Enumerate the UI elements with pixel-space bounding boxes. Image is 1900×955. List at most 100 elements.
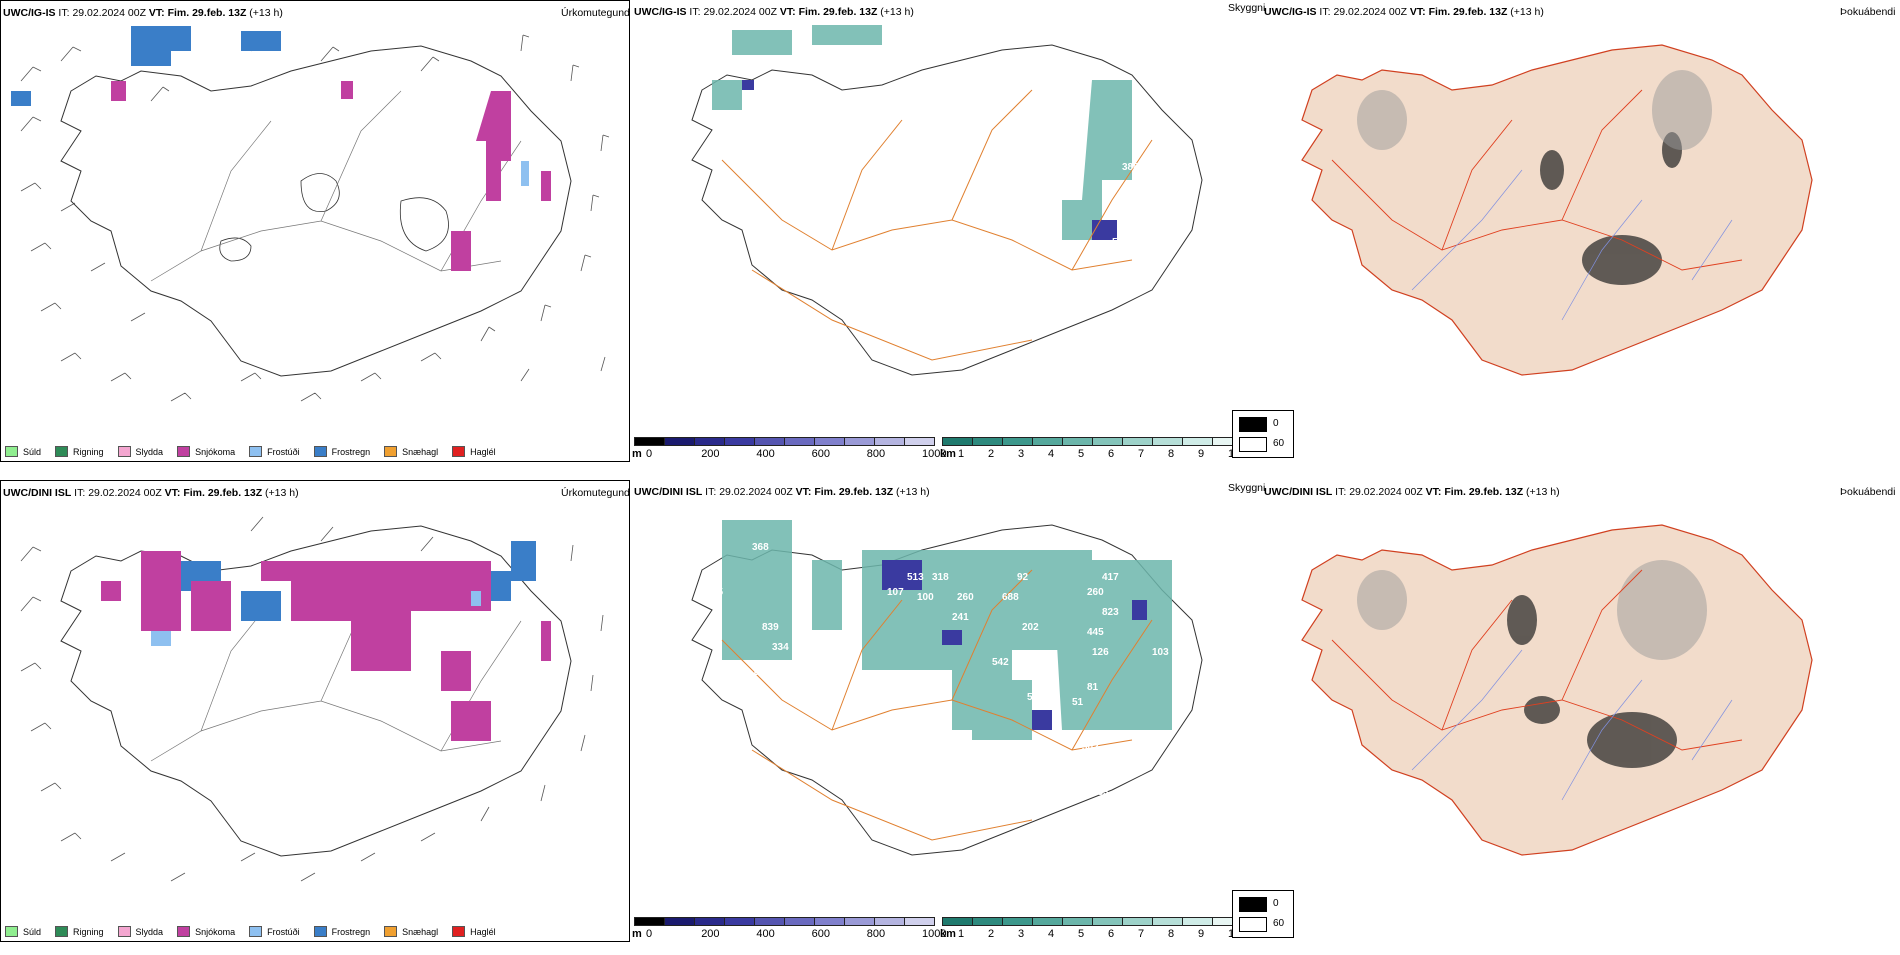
colorbar-segment [1182,437,1213,446]
colorbar-tick: 600 [811,448,830,460]
lead-time: (+13 h) [1526,486,1560,498]
visibility-value-label: 823 [1102,607,1119,618]
lead-time: (+13 h) [265,487,299,499]
colorbar-tick: 2 [988,928,995,940]
fog-legend-swatch [1239,417,1267,432]
visibility-value-label: 513 [907,572,924,583]
precip-legend: Súld Rigning Slydda Snjókoma Frostúði Frostre… [5,446,496,457]
visibility-value-label: 445 [1087,627,1104,638]
legend-swatch [249,926,263,937]
colorbar-tick: 5 [1078,928,1085,940]
it-value: 29.02.2024 00Z [1349,486,1423,498]
legend-item: Snæhagl [384,926,438,937]
legend-item: Slydda [117,446,163,457]
road-network [1331,569,1743,751]
vt-value: Fim. 29.feb. 13Z [167,7,247,19]
colorbar-tick: 400 [756,448,775,460]
colorbar-tick: 6 [1108,928,1115,940]
colorbar-segment [1032,917,1063,926]
colorbar-segment [942,437,973,446]
colorbar-tick: 1 [958,928,965,940]
panel-header: UWC/IG-IS IT: 29.02.2024 00Z VT: Fim. 29… [1264,6,1544,18]
legend-label: Snjókoma [195,446,236,457]
legend-item: Snjókoma [177,446,235,457]
visibility-labels: 388 33 50 17 [1112,162,1184,268]
colorbar-tick: 5 [1078,448,1085,460]
colorbar-tick: 4 [1048,448,1055,460]
colorbar-tick: 200 [701,448,720,460]
colorbar-tick: 6 [1108,448,1115,460]
visibility-value-label: 126 [1092,647,1109,658]
panel-header: UWC/DINI ISL IT: 29.02.2024 00Z VT: Fim.… [1264,486,1560,498]
visibility-value-label: 57 [1027,692,1039,703]
visibility-value-label: 139 [827,637,844,648]
it-label: IT: [689,6,701,18]
legend-swatch [313,446,327,457]
colorbar-segment [1152,437,1183,446]
colorbar-tick: 8 [1168,448,1175,460]
visibility-value-label: 241 [952,612,969,623]
iceland-outline [60,45,572,377]
colorbar-segment [694,437,725,446]
legend-item: Frostúði [249,446,300,457]
precip-type-panel: UWC/DINI ISL IT: 29.02.2024 00Z VT: Fim.… [0,480,630,942]
colorbar-tick: 600 [811,928,830,940]
colorbar-segment [754,917,785,926]
legend-swatch [249,446,263,457]
low-visibility-areas [712,25,1132,240]
colorbar-segment [634,437,665,446]
panel-title: Þokuábendi [1840,486,1896,498]
colorbar-segment [784,437,815,446]
vt-value: Fim. 29.feb. 13Z [1444,486,1524,498]
fog-legend-label: 60 [1273,438,1285,449]
colorbar-tick: 200 [701,928,720,940]
colorbar-segment [904,917,935,926]
fog-legend-swatch [1239,437,1267,452]
precip-areas [11,26,551,271]
legend-swatch [5,446,18,457]
legend-item: Snjókoma [177,926,235,937]
legend-label: Haglél [470,446,496,457]
colorbar-tick: 9 [1198,448,1205,460]
colorbar-segment [664,917,695,926]
legend-label: Frostúði [267,446,300,457]
visibility-value-label: 29 [1132,767,1144,778]
precip-areas [101,541,551,741]
visibility-value-label: 17 [1132,257,1144,268]
colorbar-segment [844,437,875,446]
it-label: IT: [1335,486,1347,498]
colorbar-tick: 400 [756,928,775,940]
colorbar-tick: 4 [1048,928,1055,940]
visibility-value-label: 26 [797,647,809,658]
wind-barbs [20,516,604,882]
lead-time: (+13 h) [880,6,914,18]
it-value: 29.02.2024 00Z [703,6,777,18]
legend-item: Haglél [452,446,496,457]
legend-item: Snæhagl [384,446,438,457]
panel-header: UWC/IG-IS IT: 29.02.2024 00Z VT: Fim. 29… [3,7,283,19]
visibility-value-label: 368 [752,542,769,553]
rivers [1411,649,1733,801]
fog-haze [1357,70,1712,150]
visibility-value-label: 33 [1172,187,1184,198]
fog-panel: UWC/IG-IS IT: 29.02.2024 00Z VT: Fim. 29… [1232,0,1898,462]
legend-item: Súld [5,446,41,457]
lead-time: (+13 h) [896,486,930,498]
fog-areas [1540,132,1682,285]
legend-item: Frostregn [313,446,370,457]
panel-title: Úrkomutegund [561,7,630,19]
colorbar-unit: m [632,928,642,940]
visibility-value-label: 388 [1122,162,1139,173]
it-value: 29.02.2024 00Z [1333,6,1407,18]
visibility-value-label: 50 [1112,237,1124,248]
visibility-value-label: 839 [762,622,779,633]
legend-label: Snæhagl [402,446,439,457]
visibility-value-label: 103 [1152,647,1169,658]
it-label: IT: [58,7,70,19]
legend-swatch [177,926,191,937]
vt-label: VT: [1425,486,1442,498]
it-value: 29.02.2024 00Z [719,486,793,498]
colorbar-tick: 1000 [922,448,947,460]
visibility-value-label: 260 [1087,587,1104,598]
